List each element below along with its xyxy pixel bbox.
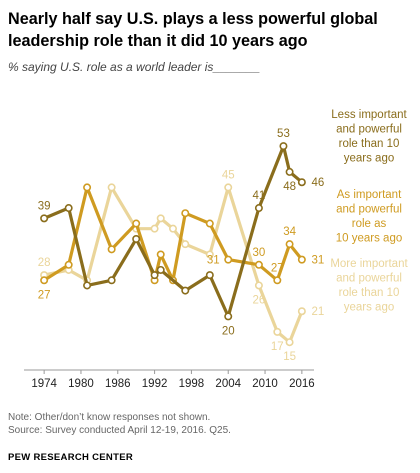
- data-point-less: [279, 142, 288, 151]
- data-label-less: 48: [283, 181, 296, 193]
- data-point-same: [273, 276, 282, 285]
- line-chart: 1974 1980 1986 1992 1998 2004 2010 2016 28 45 26 17…: [24, 109, 408, 390]
- x-tick-label: 1986: [105, 378, 131, 390]
- data-label-more: 21: [311, 306, 324, 318]
- data-point-same: [107, 245, 116, 254]
- data-point-same: [132, 219, 141, 228]
- data-point-same: [64, 260, 73, 269]
- data-label-same: 31: [207, 255, 220, 267]
- series-label-less: Less important and powerful role than 10 ye…: [331, 109, 407, 165]
- data-label-less: 53: [277, 128, 290, 140]
- data-label-less: 20: [222, 325, 235, 337]
- data-point-same: [40, 276, 49, 285]
- data-point-same: [205, 219, 214, 228]
- data-label-same: 30: [253, 247, 266, 259]
- data-point-less: [254, 204, 263, 213]
- x-tick-label: 1974: [31, 378, 57, 390]
- data-point-less: [83, 281, 92, 290]
- series-line-less: [42, 144, 304, 318]
- x-tick-label: 2016: [289, 378, 315, 390]
- data-point-more: [156, 214, 165, 223]
- organization-name: PEW RESEARCH CENTER: [8, 452, 133, 463]
- data-label-more: 26: [253, 294, 266, 306]
- data-label-same: 31: [311, 255, 324, 267]
- data-label-same: 27: [38, 289, 51, 301]
- x-tick-label: 2004: [215, 378, 241, 390]
- x-tick-label: 1980: [68, 378, 94, 390]
- data-point-less: [132, 235, 141, 244]
- data-point-same: [156, 250, 165, 259]
- data-label-same: 27: [271, 262, 284, 274]
- data-point-same: [297, 255, 306, 264]
- x-tick-label: 1998: [179, 378, 205, 390]
- x-tick-label: 2010: [252, 378, 278, 390]
- data-point-less: [205, 271, 214, 280]
- data-point-less: [181, 286, 190, 295]
- series-label-more: More important and powerful role than 10 ye…: [330, 258, 408, 314]
- data-point-more: [205, 250, 214, 259]
- data-point-less: [156, 265, 165, 274]
- data-label-less: 39: [38, 200, 51, 212]
- chart-subtitle: % saying U.S. role as a world leader is_…: [8, 60, 261, 74]
- data-point-more: [273, 327, 282, 336]
- data-label-less: 46: [311, 177, 324, 189]
- data-point-more: [224, 183, 233, 192]
- data-point-less: [224, 312, 233, 321]
- data-point-less: [150, 271, 159, 280]
- data-point-less: [285, 167, 294, 176]
- data-point-more: [150, 224, 159, 233]
- data-point-same: [224, 255, 233, 264]
- data-label-same: 34: [283, 226, 296, 238]
- data-label-more: 28: [38, 257, 51, 269]
- data-point-same: [83, 183, 92, 192]
- chart-source: Source: Survey conducted April 12-19, 20…: [8, 425, 231, 436]
- data-point-less: [40, 214, 49, 223]
- data-point-same: [285, 240, 294, 249]
- chart-title: Nearly half say U.S. plays a less powerf…: [8, 10, 378, 50]
- data-label-more: 15: [283, 351, 296, 363]
- data-label-less: 41: [253, 190, 266, 202]
- data-point-less: [64, 204, 73, 213]
- data-point-more: [254, 281, 263, 290]
- data-point-more: [297, 307, 306, 316]
- series-label-same: As important and powerful role as 10 years …: [336, 189, 403, 245]
- data-point-same: [254, 260, 263, 269]
- data-point-more: [285, 338, 294, 347]
- x-tick-label: 1992: [142, 378, 168, 390]
- data-point-more: [181, 240, 190, 249]
- data-point-less: [297, 178, 306, 187]
- chart-note: Note: Other/don’t know responses not sho…: [8, 412, 211, 423]
- data-point-same: [181, 209, 190, 218]
- data-point-less: [107, 276, 116, 285]
- data-label-more: 45: [222, 169, 235, 181]
- data-point-more: [169, 224, 178, 233]
- data-label-more: 17: [271, 341, 284, 353]
- data-point-more: [107, 183, 116, 192]
